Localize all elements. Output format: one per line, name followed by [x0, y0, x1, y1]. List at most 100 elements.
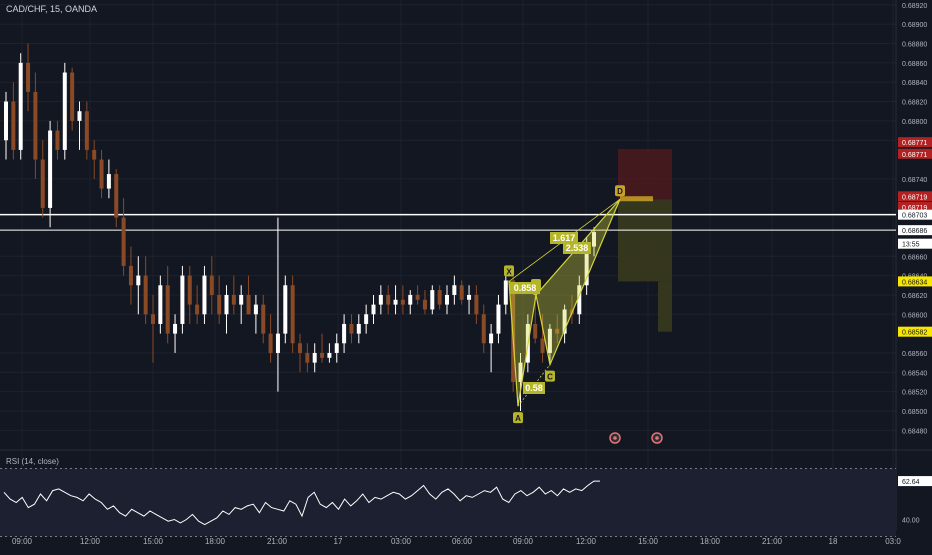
- candle: [18, 53, 23, 160]
- candle: [422, 290, 427, 315]
- candle-body: [489, 333, 494, 344]
- pattern-ratio-box: [510, 282, 540, 294]
- y-tick-label: 0.68840: [902, 80, 927, 87]
- candle: [290, 275, 295, 353]
- candle: [577, 275, 582, 324]
- y-tick-label: 0.68920: [902, 3, 927, 10]
- pattern-ratio-label: 0.58: [525, 383, 543, 393]
- price-tag-box: [898, 326, 932, 337]
- candle: [342, 314, 347, 353]
- candle: [320, 333, 325, 363]
- candle: [151, 294, 155, 363]
- candle-body: [386, 294, 391, 305]
- candle-body: [106, 174, 111, 189]
- candle: [312, 343, 317, 373]
- x-tick-label: 18:00: [700, 537, 721, 546]
- x-tick-label: 09:00: [12, 537, 33, 546]
- y-tick-label: 0.68860: [902, 61, 927, 68]
- rsi-current-box: [898, 476, 932, 487]
- y-tick-label: 0.68660: [902, 254, 927, 261]
- candle-body: [474, 294, 479, 315]
- pattern-point-a: A: [513, 412, 523, 424]
- candle-body: [400, 299, 405, 305]
- rsi-current-label: 62.64: [902, 479, 920, 486]
- candle: [209, 256, 214, 315]
- pattern-point-box: [615, 185, 625, 197]
- price-tag-box: [898, 276, 932, 287]
- pattern-ratio: 0.58: [523, 382, 545, 394]
- candle-body: [378, 294, 383, 305]
- candle-body: [275, 333, 280, 353]
- candle-body: [577, 285, 582, 315]
- candle-body: [422, 299, 427, 310]
- pattern-point-label: C: [547, 373, 553, 382]
- candle: [114, 169, 119, 228]
- candle-body: [555, 328, 560, 334]
- candle-body: [261, 304, 266, 334]
- rsi-level-label: 40.00: [902, 518, 920, 525]
- price-tag: 0.68634: [898, 276, 932, 287]
- candle: [246, 275, 251, 315]
- candle-body: [180, 275, 185, 324]
- event-marker-dot: [655, 436, 659, 440]
- candle-body: [4, 101, 8, 141]
- pattern-point-label: D: [617, 187, 623, 196]
- candle-body: [408, 294, 413, 305]
- candle: [261, 294, 266, 344]
- candle-body: [151, 314, 155, 324]
- price-tag-box: [898, 148, 932, 159]
- candle: [356, 314, 361, 344]
- candle-body: [158, 285, 163, 324]
- candle-body: [40, 159, 45, 208]
- pattern-ratio-box: [523, 382, 545, 394]
- event-marker-dot: [613, 436, 617, 440]
- candle-body: [165, 285, 170, 334]
- candle: [106, 159, 111, 199]
- candle: [364, 304, 369, 334]
- candle-body: [26, 62, 31, 92]
- x-tick-label: 09:00: [513, 537, 534, 546]
- candle-body: [562, 309, 567, 334]
- candle-body: [342, 323, 347, 344]
- candle-body: [246, 294, 251, 315]
- candle-body: [187, 275, 192, 305]
- candle: [437, 285, 442, 310]
- pattern-line-ac: [517, 364, 551, 407]
- price-tag-box: [898, 201, 932, 212]
- candle-body: [55, 130, 60, 150]
- price-tag-label: 0.68719: [902, 194, 927, 201]
- candle: [143, 256, 148, 324]
- candle-body: [195, 304, 200, 315]
- candle: [408, 290, 413, 315]
- price-tag: 0.68771: [898, 137, 932, 148]
- price-tag-box: [898, 209, 932, 220]
- x-tick-label: 12:00: [80, 537, 101, 546]
- pattern-point-label: X: [506, 267, 512, 276]
- candle: [503, 275, 508, 315]
- candle: [400, 285, 405, 315]
- candle: [334, 333, 339, 363]
- candle-body: [92, 149, 97, 160]
- pattern-point-box: [504, 265, 514, 277]
- y-tick-label: 0.68820: [902, 100, 927, 107]
- candle: [55, 120, 60, 160]
- candle-body: [445, 294, 449, 305]
- pattern-ratio-box: [550, 232, 578, 244]
- y-tick-label: 0.68900: [902, 22, 927, 29]
- candle-body: [70, 72, 75, 121]
- pattern-point-c: C: [545, 370, 555, 382]
- candle-body: [253, 304, 258, 315]
- candle: [349, 314, 354, 344]
- pattern-point-box: [513, 412, 523, 424]
- candle: [562, 304, 567, 344]
- candle: [84, 101, 89, 160]
- candle-body: [592, 232, 596, 247]
- x-tick-label: 18:00: [205, 537, 226, 546]
- y-tick-label: 0.68620: [902, 293, 927, 300]
- candle: [253, 294, 258, 334]
- candle: [202, 265, 207, 324]
- pattern-ratio: 2.538: [563, 242, 591, 254]
- candle-body: [459, 285, 464, 300]
